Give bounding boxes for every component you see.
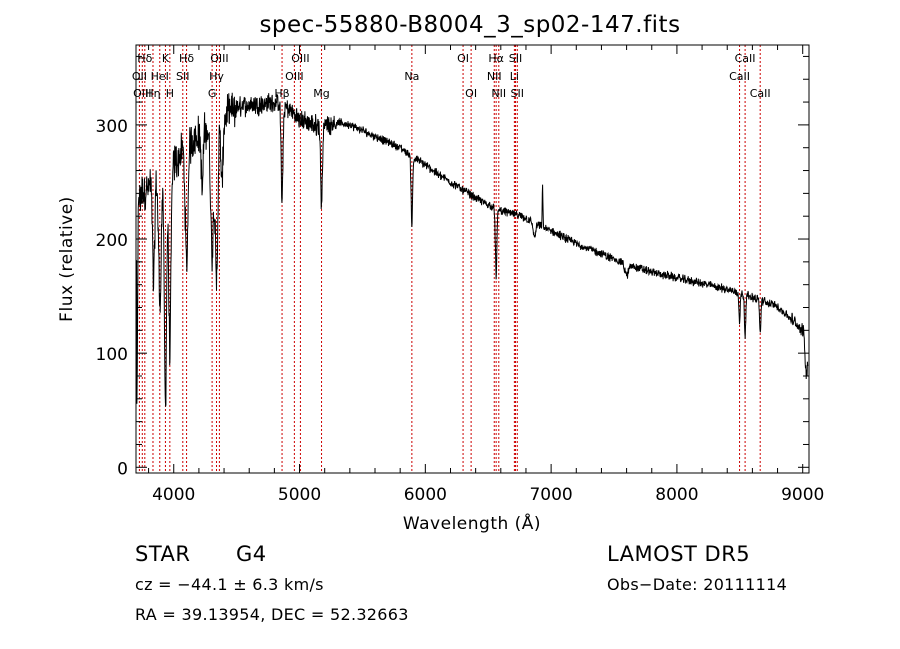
- line-label: SII: [176, 70, 189, 83]
- line-label: SII: [511, 87, 524, 100]
- line-label: H: [166, 87, 174, 100]
- y-tick-label: 100: [96, 345, 128, 365]
- line-label: CaII: [750, 87, 771, 100]
- coordinates: RA = 39.13954, DEC = 52.32663: [135, 605, 409, 624]
- x-tick-label: 9000: [781, 485, 824, 505]
- line-label: OIII: [133, 87, 151, 100]
- line-label: Li: [510, 70, 519, 83]
- object-subclass: G4: [236, 542, 267, 566]
- line-label: CaII: [729, 70, 750, 83]
- line-label: K: [162, 52, 170, 65]
- line-label: G: [208, 87, 217, 100]
- line-label: OIII: [285, 70, 303, 83]
- line-label: Hδ: [179, 52, 194, 65]
- redshift-line: cz = −44.1 ± 6.3 km/s: [135, 575, 324, 594]
- y-axis-ticks: 0 100 200 300: [96, 55, 809, 479]
- line-label: OII: [132, 70, 147, 83]
- x-axis-ticks: 4000 5000 6000 7000 8000 9000: [148, 45, 824, 505]
- survey-name: LAMOST DR5: [607, 542, 751, 566]
- line-label: NII: [491, 87, 506, 100]
- line-label: Mg: [313, 87, 329, 100]
- line-label: Hγ: [209, 70, 224, 83]
- line-label: Hα: [488, 52, 504, 65]
- line-label: Na: [404, 70, 419, 83]
- x-tick-label: 8000: [655, 485, 698, 505]
- x-tick-label: 7000: [529, 485, 572, 505]
- object-class: STAR: [135, 542, 191, 566]
- line-label: OIII: [291, 52, 309, 65]
- plot-frame: [135, 44, 810, 474]
- line-label: CaII: [735, 52, 756, 65]
- y-tick-label: 300: [96, 117, 128, 137]
- y-axis-label: Flux (relative): [57, 196, 77, 322]
- y-tick-label: 0: [117, 459, 128, 479]
- x-axis-label: Wavelength (Å): [403, 512, 541, 534]
- line-label: SII: [509, 52, 522, 65]
- line-label: HeI: [151, 70, 169, 83]
- line-label: OI: [457, 52, 469, 65]
- line-label: Hδ: [137, 52, 152, 65]
- x-tick-label: 6000: [404, 485, 447, 505]
- line-label: NII: [487, 70, 502, 83]
- spectrum-line: [135, 92, 809, 407]
- line-label: OI: [465, 87, 477, 100]
- x-tick-label: 4000: [152, 485, 195, 505]
- line-label: Hη: [145, 87, 160, 100]
- obs-date: Obs−Date: 20111114: [607, 575, 788, 594]
- chart-title: spec-55880-B8004_3_sp02-147.fits: [259, 12, 680, 38]
- y-tick-label: 200: [96, 231, 128, 251]
- x-tick-label: 5000: [278, 485, 321, 505]
- line-label: OIII: [210, 52, 228, 65]
